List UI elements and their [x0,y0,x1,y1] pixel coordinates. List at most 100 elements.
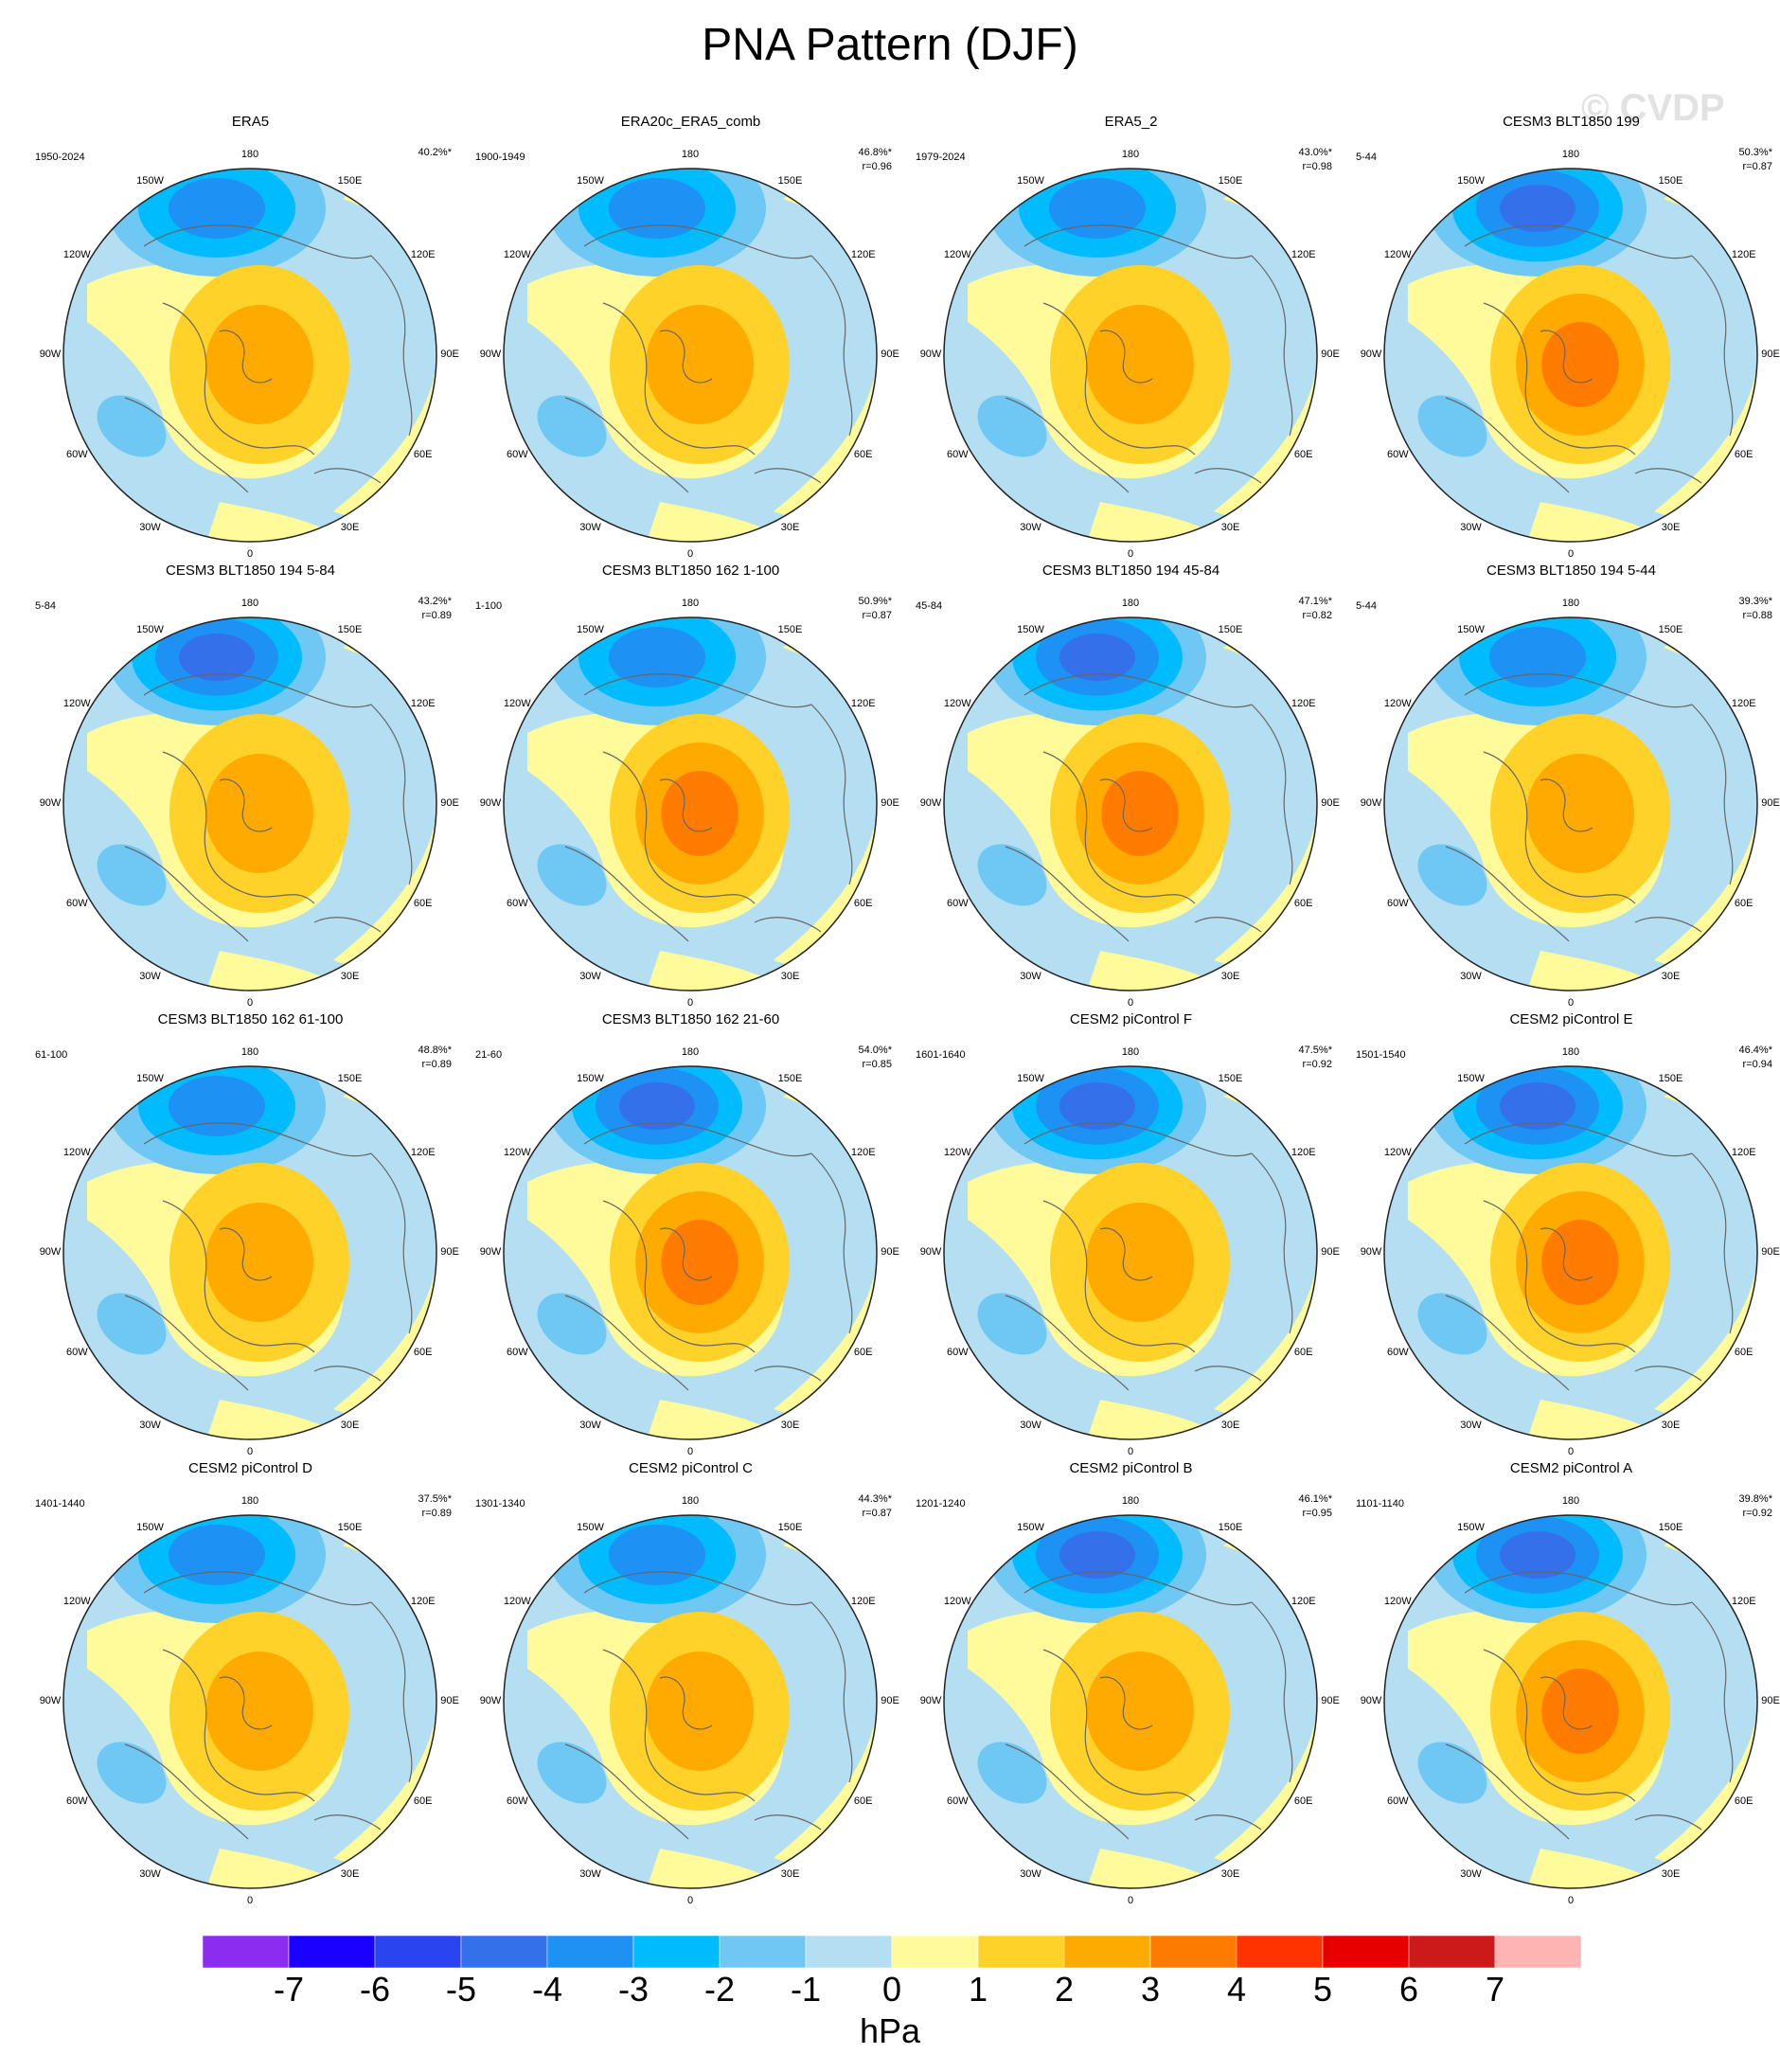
colorbar-tick-label: 6 [1398,1970,1419,2009]
coastline [1005,397,1130,493]
negative-anomaly-contour [168,1525,266,1585]
longitude-label: 0 [246,1895,254,1906]
panel-years: 5-44 [1356,600,1378,612]
longitude-label: 0 [1567,1895,1575,1906]
panel-variance-explained: 40.2%* [418,147,452,158]
field-positive-south [1081,951,1252,991]
coastline [564,1743,689,1840]
longitude-label: 180 [1561,1046,1580,1058]
panel-correlation: r=0.92 [1302,1059,1333,1070]
panel-title: CESM3 BLT1850 162 21-60 [601,1011,780,1027]
longitude-label: 120W [943,697,971,709]
longitude-label: 150W [1017,175,1044,188]
longitude-label: 150E [777,1073,803,1085]
panel-variance-explained: 43.2%* [418,596,452,607]
longitude-label: 150W [1017,1073,1044,1085]
polar-map [943,168,1318,543]
coastline [1483,302,1636,455]
coastline [1024,1571,1253,1606]
coastline [124,1743,249,1840]
longitude-label: 0 [246,1446,254,1457]
colorbar-tick-label: -1 [790,1970,821,2009]
negative-anomaly-contour [1059,1081,1135,1131]
longitude-label: 150W [136,624,164,636]
longitude-label: 30E [1661,1419,1681,1431]
longitude-label: 150W [136,175,164,188]
panel-years: 1-100 [475,600,503,612]
secondary-negative-anomaly [537,1293,607,1355]
longitude-label: 30W [1020,970,1041,982]
panel-years: 5-44 [1356,152,1378,163]
longitude-label: 0 [686,1446,694,1457]
positive-anomaly-contour [1086,1652,1194,1771]
panel-variance-explained: 43.0%* [1298,147,1332,158]
coastline [1691,1152,1734,1334]
coastline [602,302,756,455]
panel-variance-explained: 48.8%* [418,1045,452,1056]
longitude-label: 30W [579,970,601,982]
panel-years: 1900-1949 [475,152,525,163]
longitude-label: 90E [440,797,459,809]
longitude-label: 60W [946,1346,969,1358]
field-positive-south [201,1400,371,1439]
longitude-label: 60W [1386,1346,1409,1358]
coastline [370,1152,413,1334]
longitude-label: 120E [410,1146,436,1158]
colorbar-swatch [891,1936,979,1968]
longitude-label: 30E [780,970,800,982]
coastline [564,1295,689,1391]
longitude-label: 150E [337,1073,363,1085]
longitude-label: 90W [479,797,502,809]
coastline [1464,224,1693,259]
coastline [1251,1152,1293,1334]
panel-years: 1979-2024 [916,152,966,163]
coastline [162,1649,315,1802]
longitude-label: 30E [780,1419,800,1431]
map-panel: CESM3 BLT1850 194 45-84 45-84 47.1%* r=0.82… [911,563,1351,1009]
longitude-label: 90W [1360,348,1382,360]
coastline [810,1152,853,1334]
panel-years: 1101-1140 [1356,1498,1404,1509]
coastline [1483,1649,1636,1802]
panel-variance-explained: 54.0%* [858,1045,892,1056]
coastline [754,468,822,484]
longitude-label: 120W [943,1595,971,1607]
colorbar-swatch [1408,1936,1496,1968]
polar-map [503,1065,878,1440]
coastline [810,704,853,885]
longitude-label: 30E [780,521,800,533]
longitude-label: 180 [681,149,700,160]
panel-correlation: r=0.85 [862,1059,893,1070]
longitude-label: 90W [1360,1246,1382,1258]
coastline [1691,255,1734,437]
coastline [1483,751,1636,904]
longitude-label: 120W [503,1595,531,1607]
positive-anomaly-contour [1541,1220,1619,1305]
positive-anomaly-contour [205,1203,313,1322]
secondary-negative-anomaly [537,844,607,906]
coastline [1024,673,1253,708]
secondary-negative-anomaly [537,395,607,457]
longitude-label: 150W [1457,175,1485,188]
longitude-label: 30E [1661,970,1681,982]
negative-anomaly-contour [1059,633,1135,682]
panel-years: 45-84 [916,600,943,612]
coastline [754,1366,822,1382]
map-border [503,1065,878,1440]
longitude-label: 60W [946,897,969,909]
panel-correlation: r=0.89 [421,1059,453,1070]
panel-correlation: r=0.88 [1742,610,1773,621]
polar-map [1383,168,1758,543]
longitude-label: 0 [1567,548,1575,560]
map-border [62,168,437,543]
coastline [1445,846,1570,942]
map-panel: ERA20c_ERA5_comb 1900-1949 46.8%* r=0.96 180… [471,114,911,560]
coastline [754,1814,822,1831]
panel-variance-explained: 50.3%* [1738,147,1772,158]
coastline [370,1601,413,1783]
longitude-label: 90W [39,797,62,809]
longitude-label: 150E [777,175,803,188]
longitude-label: 90W [39,348,62,360]
coastline [1464,1122,1693,1157]
longitude-label: 90W [919,797,942,809]
